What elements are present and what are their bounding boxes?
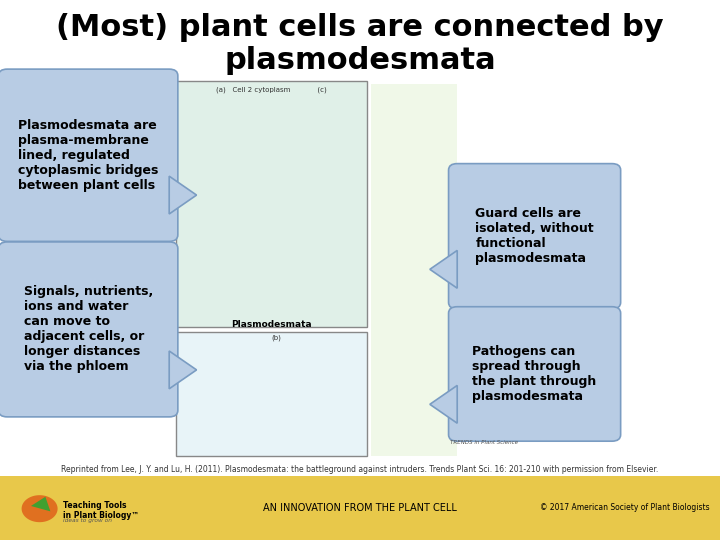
FancyBboxPatch shape <box>449 164 621 309</box>
FancyBboxPatch shape <box>176 332 367 456</box>
FancyBboxPatch shape <box>449 307 621 441</box>
Polygon shape <box>169 351 197 389</box>
Text: TRENDS in Plant Science: TRENDS in Plant Science <box>450 441 518 446</box>
FancyBboxPatch shape <box>0 69 178 241</box>
FancyBboxPatch shape <box>371 84 457 456</box>
Text: Plasmodesmata are
plasma-membrane
lined, regulated
cytoplasmic bridges
between p: Plasmodesmata are plasma-membrane lined,… <box>18 119 158 192</box>
Text: Guard cells are
isolated, without
functional
plasmodesmata: Guard cells are isolated, without functi… <box>475 207 594 265</box>
Polygon shape <box>430 251 457 288</box>
Text: AN INNOVATION FROM THE PLANT CELL: AN INNOVATION FROM THE PLANT CELL <box>263 503 457 512</box>
Text: Signals, nutrients,
ions and water
can move to
adjacent cells, or
longer distanc: Signals, nutrients, ions and water can m… <box>24 286 153 373</box>
FancyBboxPatch shape <box>176 81 367 327</box>
Text: (Most) plant cells are connected by
plasmodesmata: (Most) plant cells are connected by plas… <box>56 14 664 75</box>
Text: Reprinted from Lee, J. Y. and Lu, H. (2011). Plasmodesmata: the battleground aga: Reprinted from Lee, J. Y. and Lu, H. (20… <box>61 465 659 474</box>
Polygon shape <box>430 386 457 423</box>
Polygon shape <box>169 176 197 214</box>
Polygon shape <box>22 495 58 522</box>
Text: Plasmodesmata: Plasmodesmata <box>232 320 312 329</box>
Text: ideas to grow on: ideas to grow on <box>63 518 112 523</box>
Text: Pathogens can
spread through
the plant through
plasmodesmata: Pathogens can spread through the plant t… <box>472 345 597 403</box>
Text: (a)   Cell 2 cytoplasm            (c): (a) Cell 2 cytoplasm (c) <box>217 86 327 93</box>
Text: Teaching Tools
in Plant Biology™: Teaching Tools in Plant Biology™ <box>63 501 140 520</box>
Text: (b): (b) <box>272 335 282 341</box>
Polygon shape <box>31 497 50 511</box>
Text: © 2017 American Society of Plant Biologists: © 2017 American Society of Plant Biologi… <box>539 503 709 512</box>
FancyBboxPatch shape <box>0 476 720 540</box>
FancyBboxPatch shape <box>0 242 178 417</box>
